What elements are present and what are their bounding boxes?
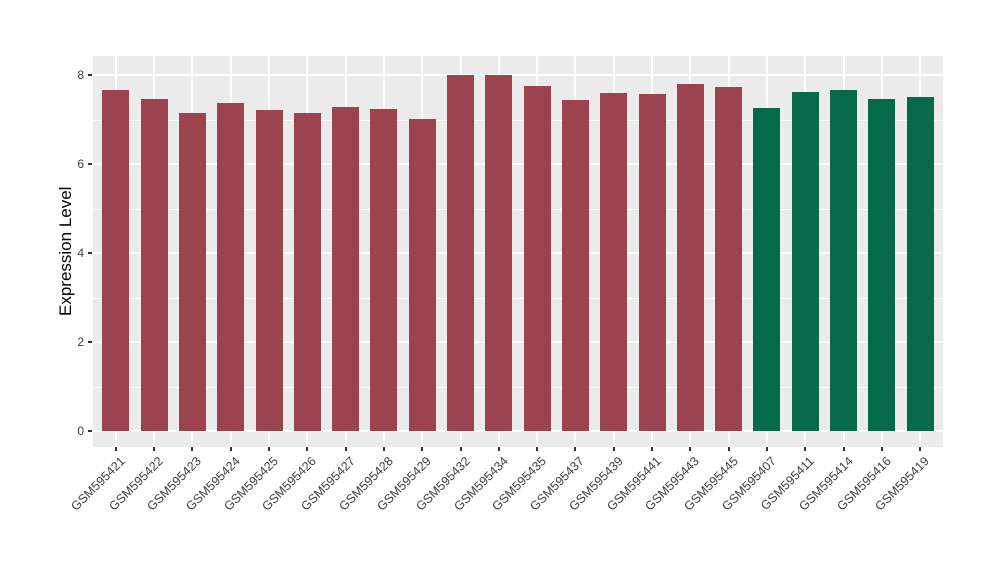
bar-GSM595426 <box>293 113 321 431</box>
y-tick-label: 6 <box>77 157 84 171</box>
gridline-minor <box>93 297 943 299</box>
bar-GSM595432 <box>447 75 474 431</box>
x-tick-mark <box>765 447 768 451</box>
y-tick-label: 0 <box>77 424 84 438</box>
x-tick-mark <box>114 447 117 451</box>
x-tick-mark <box>727 447 730 451</box>
y-tick-mark <box>88 341 92 343</box>
x-tick-mark <box>574 447 577 451</box>
x-tick-mark <box>268 447 270 451</box>
bar-GSM595411 <box>791 91 819 431</box>
bar-GSM595419 <box>906 96 934 431</box>
y-tick-label: 4 <box>77 246 84 260</box>
gridline-major <box>93 430 943 432</box>
gridline-minor <box>93 119 943 121</box>
x-tick-mark <box>536 447 539 451</box>
bar-GSM595445 <box>715 87 743 431</box>
x-tick-mark <box>651 447 653 451</box>
bar-GSM595424 <box>217 102 245 431</box>
bar-GSM595439 <box>600 92 628 431</box>
x-tick-mark <box>919 447 922 451</box>
bar-GSM595435 <box>523 85 551 431</box>
y-tick-mark <box>88 74 92 76</box>
y-tick-mark <box>88 252 92 254</box>
plot-panel <box>93 56 943 447</box>
x-tick-mark <box>421 447 424 451</box>
y-tick-label: 2 <box>77 335 84 349</box>
x-tick-mark <box>689 447 692 451</box>
x-tick-mark <box>842 447 845 451</box>
x-tick-mark <box>344 447 347 451</box>
bar-GSM595416 <box>868 99 896 431</box>
x-tick-mark <box>382 447 385 451</box>
x-tick-mark <box>459 447 462 451</box>
x-tick-mark <box>497 447 500 451</box>
bar-GSM595429 <box>408 119 436 431</box>
x-tick-mark <box>191 447 194 451</box>
gridline-major <box>93 163 943 165</box>
bar-GSM595414 <box>830 90 857 431</box>
x-tick-mark <box>880 447 883 451</box>
bar-GSM595427 <box>332 107 360 431</box>
y-tick-mark <box>88 163 92 165</box>
gridline-major <box>93 252 943 254</box>
bar-GSM595437 <box>561 100 589 431</box>
bar-GSM595441 <box>638 94 666 431</box>
bar-GSM595422 <box>140 99 168 431</box>
bar-GSM595425 <box>255 109 283 431</box>
x-tick-mark <box>804 447 807 451</box>
gridline-major <box>93 341 943 343</box>
bar-GSM595434 <box>485 74 513 431</box>
gridline-minor <box>93 208 943 210</box>
y-tick-label: 8 <box>77 68 84 82</box>
y-tick-mark <box>88 430 92 432</box>
x-tick-mark <box>306 447 309 451</box>
x-tick-mark <box>153 447 156 451</box>
bar-GSM595421 <box>102 90 130 431</box>
bar-GSM595443 <box>676 83 704 431</box>
gridline-major <box>93 74 943 76</box>
gridline-minor <box>93 386 943 388</box>
bar-GSM595428 <box>370 108 398 431</box>
bar-GSM595407 <box>753 107 781 431</box>
bar-GSM595423 <box>178 113 206 431</box>
x-tick-mark <box>229 447 232 451</box>
x-tick-mark <box>612 447 615 451</box>
